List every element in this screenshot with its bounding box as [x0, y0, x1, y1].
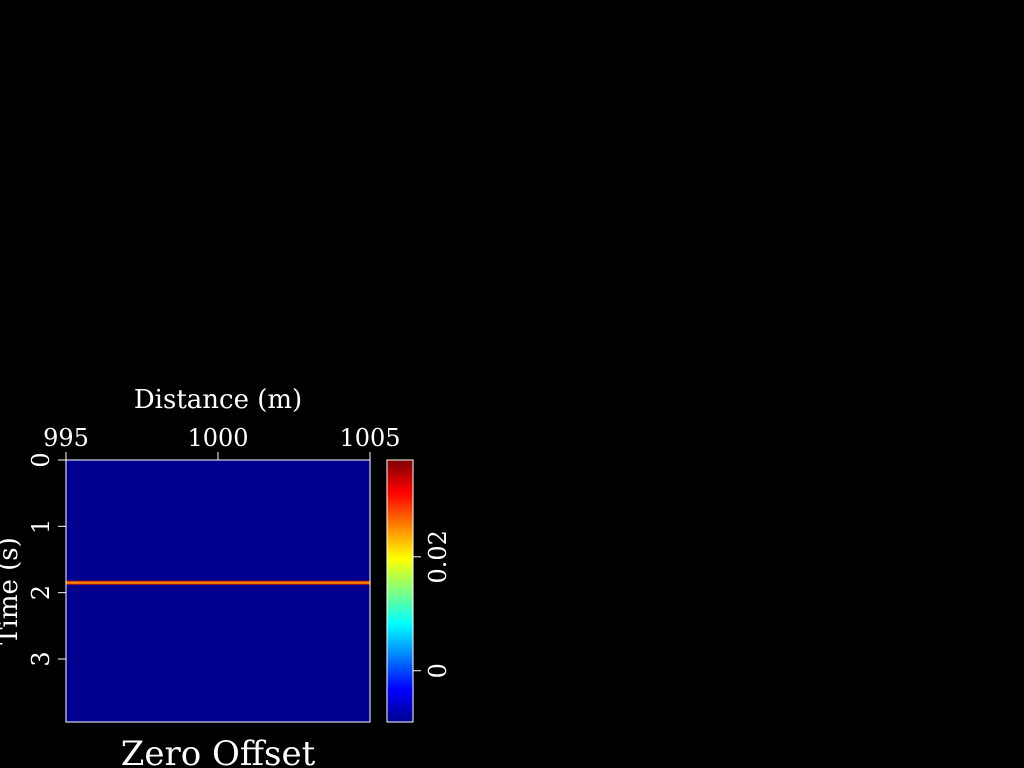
colorbar-tick-label: 0 [424, 663, 452, 678]
colorbar-tick-label: 0.02 [424, 530, 452, 583]
y-axis-label: Time (s) [0, 537, 24, 645]
x-axis-label: Distance (m) [134, 385, 302, 415]
y-tick-label: 1 [27, 519, 55, 534]
colorbar-ticks: 00.02 [413, 530, 452, 678]
x-tick-label: 995 [43, 424, 89, 452]
x-tick-label: 1000 [187, 424, 248, 452]
event-line [66, 581, 370, 584]
y-tick-label: 3 [27, 651, 55, 666]
y-tick-label: 0 [27, 452, 55, 467]
x-tick-label: 1005 [339, 424, 400, 452]
y-tick-label: 2 [27, 585, 55, 600]
colorbar [386, 459, 414, 723]
y-ticks: 0 1 2 3 [27, 452, 66, 667]
heatmap-field [66, 460, 370, 722]
chart-title: Zero Offset [121, 734, 316, 768]
x-ticks: 995 1000 1005 [43, 424, 401, 460]
events-layer [66, 580, 370, 585]
